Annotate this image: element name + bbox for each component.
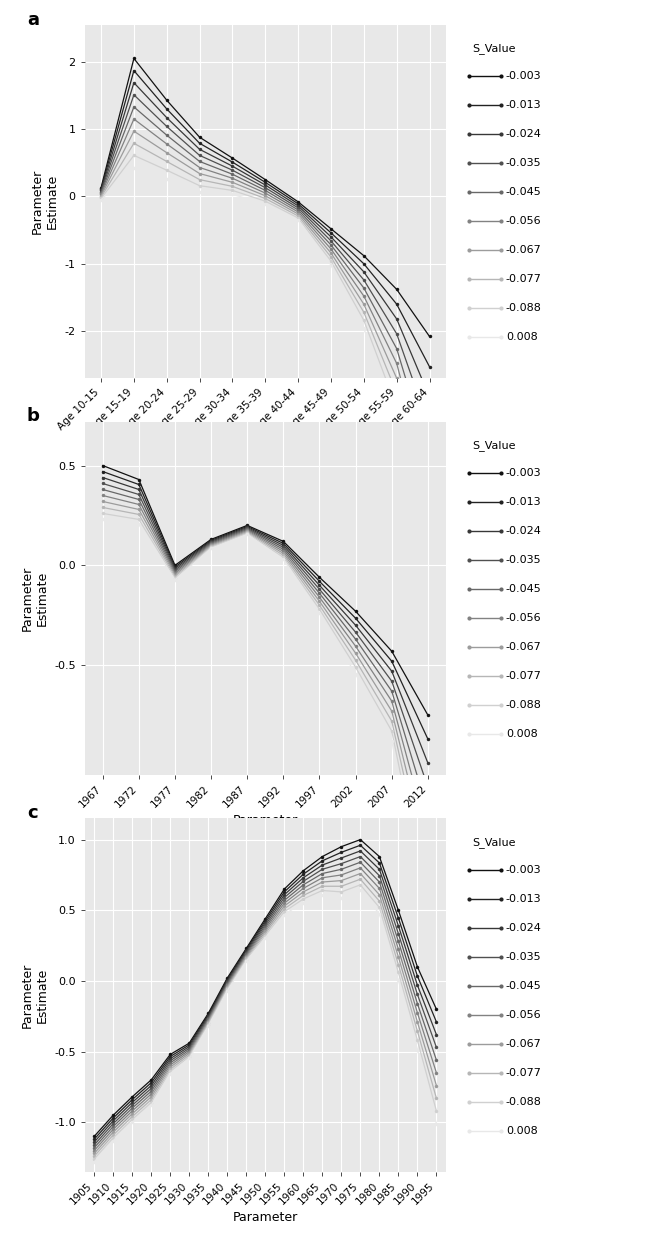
X-axis label: Parameter: Parameter: [232, 436, 298, 449]
Text: -0.077: -0.077: [506, 671, 542, 681]
Text: -0.056: -0.056: [506, 1009, 542, 1019]
Y-axis label: Parameter
Estimate: Parameter Estimate: [31, 169, 59, 234]
Text: -0.088: -0.088: [506, 1096, 542, 1106]
Text: -0.045: -0.045: [506, 584, 542, 594]
Text: -0.077: -0.077: [506, 274, 542, 284]
Text: -0.024: -0.024: [506, 923, 542, 932]
Text: -0.088: -0.088: [506, 699, 542, 709]
Text: c: c: [27, 805, 38, 822]
Text: b: b: [27, 408, 40, 425]
Text: -0.035: -0.035: [506, 556, 542, 565]
Text: S_Value: S_Value: [472, 837, 516, 848]
Text: -0.045: -0.045: [506, 981, 542, 991]
Text: 0.008: 0.008: [506, 729, 538, 739]
Text: -0.013: -0.013: [506, 100, 542, 110]
Text: -0.067: -0.067: [506, 246, 542, 255]
Text: -0.003: -0.003: [506, 864, 542, 875]
Text: -0.035: -0.035: [506, 952, 542, 962]
Text: -0.003: -0.003: [506, 467, 542, 479]
Text: -0.056: -0.056: [506, 613, 542, 622]
Y-axis label: Parameter
Estimate: Parameter Estimate: [20, 962, 48, 1028]
Text: -0.024: -0.024: [506, 129, 542, 139]
Text: -0.003: -0.003: [506, 71, 542, 82]
Text: -0.067: -0.067: [506, 1039, 542, 1049]
Text: -0.013: -0.013: [506, 497, 542, 507]
Text: -0.088: -0.088: [506, 303, 542, 312]
X-axis label: Parameter: Parameter: [232, 1210, 298, 1224]
Text: -0.077: -0.077: [506, 1068, 542, 1078]
Text: S_Value: S_Value: [472, 440, 516, 451]
Text: -0.045: -0.045: [506, 187, 542, 197]
Text: a: a: [27, 11, 39, 29]
Text: 0.008: 0.008: [506, 1126, 538, 1136]
Text: -0.067: -0.067: [506, 642, 542, 652]
Text: -0.024: -0.024: [506, 526, 542, 536]
Text: -0.056: -0.056: [506, 216, 542, 226]
X-axis label: Parameter: Parameter: [232, 813, 298, 827]
Text: 0.008: 0.008: [506, 332, 538, 342]
Text: S_Value: S_Value: [472, 43, 516, 55]
Text: -0.035: -0.035: [506, 159, 542, 169]
Text: -0.013: -0.013: [506, 894, 542, 904]
Y-axis label: Parameter
Estimate: Parameter Estimate: [20, 565, 48, 631]
